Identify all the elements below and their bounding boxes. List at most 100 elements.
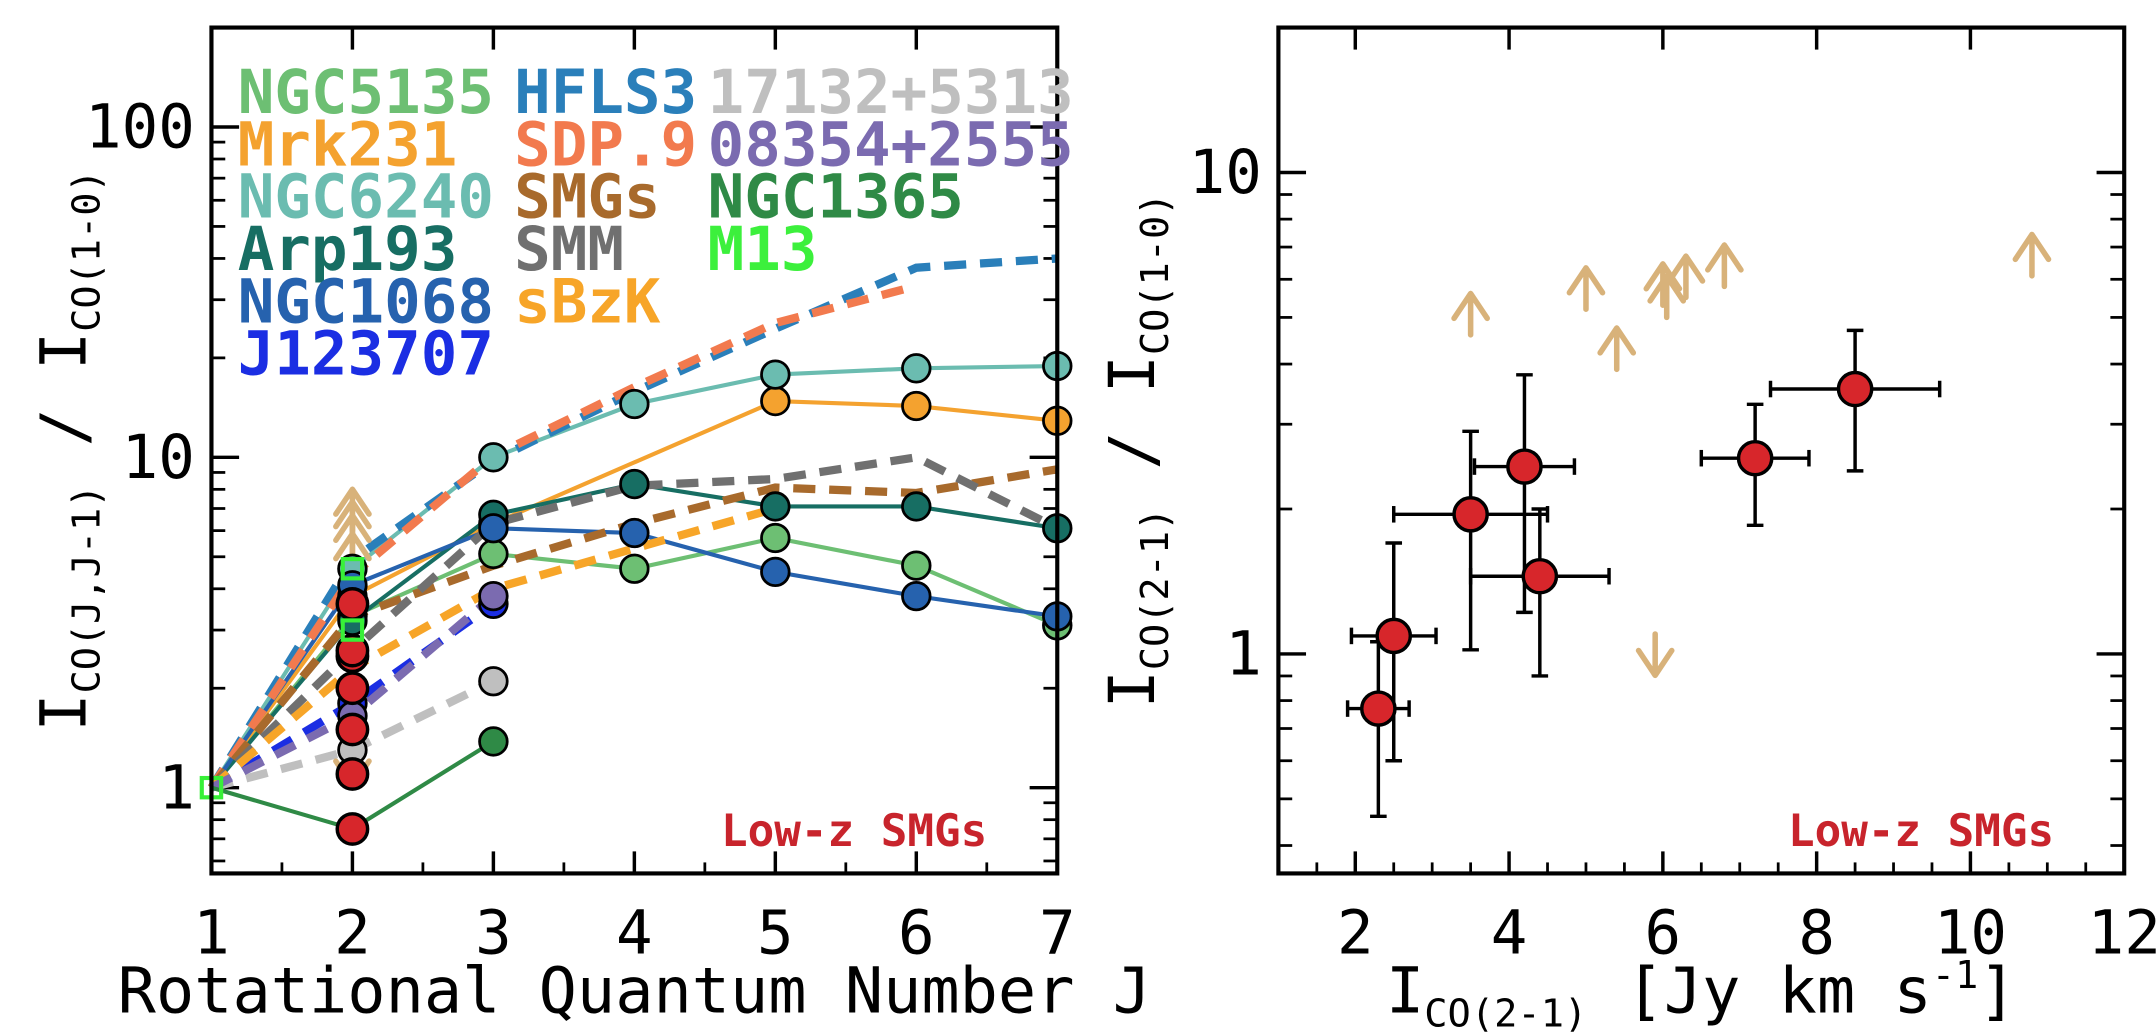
right-xlabel-rest: [Jy km s [1587, 954, 1931, 1028]
right-ylabel-main-2: I [1095, 355, 1169, 393]
right-ticks: 2 4 6 8 10 12 1 10 [1189, 26, 2156, 968]
marker-ngc6240 [901, 353, 932, 384]
limit-arrow-up [333, 486, 372, 534]
marker-ngc1365 [478, 726, 509, 757]
right-y-tick-label: 10 [1189, 138, 1262, 208]
left-y-tick-label: 100 [85, 93, 195, 163]
left-ylabel-sep: / [27, 370, 101, 484]
right-ylabel-sep: / [1095, 393, 1169, 507]
right-x-tick-label: 12 [2088, 898, 2156, 968]
series-line-smgs [208, 465, 1058, 791]
left-y-tick-label: 1 [158, 753, 195, 823]
smg-point [1521, 557, 1559, 595]
right-xlabel-sup: -1 [1932, 953, 1979, 998]
legend-entry-smm: SMM [514, 215, 624, 285]
marker-08354-2555 [478, 580, 509, 612]
right-xlabel-main: I [1386, 954, 1424, 1028]
legend-entry-17132-5313: 17132+5313 [708, 58, 1074, 128]
legend-entry-ngc5135: NGC5135 [238, 58, 494, 128]
legend-entry-sdp-9: SDP.9 [514, 110, 697, 180]
smg-point [335, 757, 370, 791]
legend-entry-sbzk: sBzK [514, 267, 661, 337]
limit-arrow-up [1705, 242, 1744, 290]
limit-arrow-up [2012, 231, 2052, 279]
right-x-tick-label: 6 [1645, 898, 1682, 968]
limit-arrow-up [1666, 253, 1706, 301]
smg-point [1375, 617, 1413, 655]
legend-entry-arp193: Arp193 [238, 215, 458, 285]
left-x-tick-label: 5 [757, 898, 794, 968]
smg-point [335, 587, 370, 621]
right-y-axis-title: ICO(2-1) / ICO(1-0) [1095, 193, 1178, 709]
smg-point [335, 712, 370, 747]
right-ylabel-sub-num: CO(2-1) [1133, 508, 1178, 671]
left-plot-frame [209, 25, 1060, 876]
right-x-tick-label: 2 [1337, 898, 1374, 968]
left-x-tick-label: 4 [616, 898, 653, 968]
left-legend: NGC5135Mrk231NGC6240Arp193NGC1068J123707… [238, 58, 1074, 390]
legend-entry-j123707: J123707 [238, 320, 494, 390]
left-markers [337, 350, 1073, 845]
smg-point [335, 633, 370, 668]
left-ylabel-main: I [27, 693, 101, 731]
series-line-sbzk [208, 504, 777, 791]
marker-ngc5135 [478, 538, 509, 570]
marker-arp193 [619, 468, 650, 500]
series-line-mrk231 [209, 399, 1058, 789]
legend-entry-08354-2555: 08354+2555 [708, 110, 1074, 180]
smg-point [335, 812, 370, 846]
legend-entry-ngc1068: NGC1068 [238, 267, 494, 337]
right-limit-arrows [1451, 231, 2052, 679]
left-x-tick-label: 1 [193, 898, 230, 968]
marker-arp193 [901, 491, 932, 522]
smg-point [1360, 690, 1397, 727]
legend-entry-smgs: SMGs [514, 163, 660, 233]
right-ylabel-main: I [1095, 670, 1169, 708]
marker-17132-5313 [478, 666, 509, 697]
left-ylabel-main-2: I [27, 332, 101, 370]
left-y-axis-title: ICO(J,J-1) / ICO(1-0) [27, 169, 110, 731]
marker-ngc1068 [760, 556, 791, 588]
right-note-low-z-smgs: Low-z SMGs [1788, 806, 2054, 857]
left-y-tick-label: 10 [122, 423, 195, 493]
right-x-tick-label: 8 [1798, 898, 1835, 968]
marker-ngc5135 [619, 553, 650, 584]
left-chart: 1 2 3 4 5 6 7 1 10 100 NGC5135Mrk231NGC6240Arp193… [27, 25, 1151, 1028]
legend-entry-hfls3: HFLS3 [514, 58, 697, 128]
right-xlabel-end: ] [1978, 954, 2016, 1028]
limit-arrow-up [1566, 265, 1606, 312]
limit-arrow-up [1647, 273, 1687, 321]
marker-ngc5135 [760, 522, 791, 554]
left-ticks: 1 2 3 4 5 6 7 1 10 100 [85, 27, 1076, 968]
marker-ngc6240 [619, 388, 650, 420]
right-smg-points [1360, 370, 1874, 727]
left-x-tick-label: 2 [334, 898, 371, 968]
left-ylabel-sub-num: CO(J,J-1) [64, 485, 109, 694]
marker-mrk231 [760, 385, 791, 417]
marker-mrk231 [901, 390, 932, 422]
smg-point [1452, 496, 1489, 533]
right-x-tick-label: 4 [1491, 898, 1528, 968]
left-x-axis-title: Rotational Quantum Number J [118, 954, 1151, 1028]
smg-point [1506, 448, 1543, 485]
legend-entry-m13: M13 [708, 215, 818, 285]
m13-square-marker [340, 557, 365, 581]
smg-point [335, 671, 370, 706]
left-smg-points [335, 587, 370, 846]
left-x-tick-label: 3 [475, 898, 512, 968]
legend-entry-ngc6240: NGC6240 [238, 163, 494, 233]
right-plot-frame [1276, 25, 2127, 876]
marker-ngc6240 [760, 359, 791, 390]
smg-point [1736, 439, 1774, 477]
limit-arrow-down [1635, 631, 1675, 679]
limit-arrow-up [1451, 290, 1490, 338]
left-note-low-z-smgs: Low-z SMGs [721, 806, 987, 857]
right-x-axis-title: ICO(2-1) [Jy km s-1] [1386, 953, 2017, 1036]
right-ylabel-sub-den: CO(1-0) [1133, 193, 1178, 356]
marker-ngc5135 [901, 550, 932, 581]
right-x-tick-label: 10 [1934, 898, 2007, 968]
series-line-sdp-9 [207, 282, 918, 790]
m13-square-marker [340, 618, 365, 642]
marker-ngc1068 [619, 517, 650, 549]
